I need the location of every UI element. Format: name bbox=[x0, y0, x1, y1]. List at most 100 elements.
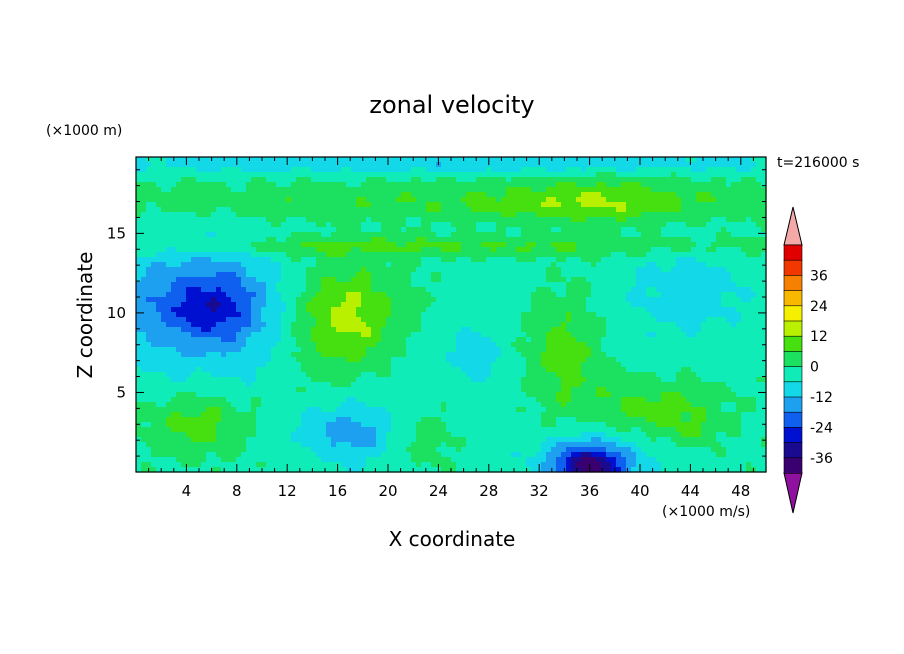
field-cell bbox=[606, 342, 612, 348]
field-cell bbox=[316, 297, 322, 303]
field-cell bbox=[321, 312, 327, 318]
field-cell bbox=[751, 167, 757, 173]
field-cell bbox=[231, 207, 237, 213]
field-cell bbox=[386, 207, 392, 213]
field-cell bbox=[601, 312, 607, 318]
field-cell bbox=[641, 252, 647, 258]
field-cell bbox=[546, 157, 552, 163]
field-cell bbox=[431, 237, 437, 243]
field-cell bbox=[231, 257, 237, 263]
field-cell bbox=[416, 277, 422, 283]
field-cell bbox=[481, 317, 487, 323]
field-cell bbox=[751, 242, 757, 248]
field-cell bbox=[571, 157, 577, 163]
field-cell bbox=[501, 342, 507, 348]
field-cell bbox=[256, 207, 262, 213]
field-cell bbox=[176, 302, 182, 308]
field-cell bbox=[321, 252, 327, 258]
field-cell bbox=[171, 252, 177, 258]
field-cell bbox=[691, 197, 697, 203]
field-cell bbox=[426, 172, 432, 178]
field-cell bbox=[326, 242, 332, 248]
field-cell bbox=[306, 172, 312, 178]
field-cell bbox=[471, 187, 477, 193]
field-cell bbox=[306, 187, 312, 193]
field-cell bbox=[461, 317, 467, 323]
field-cell bbox=[641, 347, 647, 353]
field-cell bbox=[436, 192, 442, 198]
field-cell bbox=[161, 167, 167, 173]
field-cell bbox=[296, 292, 302, 298]
field-cell bbox=[406, 222, 412, 228]
field-cell bbox=[386, 177, 392, 183]
field-cell bbox=[536, 197, 542, 203]
field-cell bbox=[276, 207, 282, 213]
field-cell bbox=[211, 227, 217, 233]
field-cell bbox=[526, 297, 532, 303]
field-cell bbox=[436, 267, 442, 273]
field-cell bbox=[391, 272, 397, 278]
field-cell bbox=[526, 292, 532, 298]
field-cell bbox=[481, 302, 487, 308]
field-cell bbox=[341, 322, 347, 328]
field-cell bbox=[301, 167, 307, 173]
field-cell bbox=[351, 162, 357, 168]
field-cell bbox=[446, 192, 452, 198]
field-cell bbox=[736, 282, 742, 288]
field-cell bbox=[526, 252, 532, 258]
field-cell bbox=[531, 227, 537, 233]
field-cell bbox=[476, 242, 482, 248]
field-cell bbox=[611, 172, 617, 178]
field-cell bbox=[411, 297, 417, 303]
field-cell bbox=[431, 252, 437, 258]
field-cell bbox=[371, 317, 377, 323]
field-cell bbox=[421, 332, 427, 338]
field-cell bbox=[366, 317, 372, 323]
field-cell bbox=[481, 287, 487, 293]
field-cell bbox=[521, 172, 527, 178]
field-cell bbox=[581, 337, 587, 343]
field-cell bbox=[236, 252, 242, 258]
field-cell bbox=[226, 197, 232, 203]
field-cell bbox=[651, 227, 657, 233]
field-cell bbox=[626, 172, 632, 178]
field-cell bbox=[161, 337, 167, 343]
field-cell bbox=[306, 232, 312, 238]
field-cell bbox=[231, 187, 237, 193]
field-cell bbox=[716, 237, 722, 243]
field-cell bbox=[136, 312, 142, 318]
field-cell bbox=[366, 172, 372, 178]
field-cell bbox=[756, 252, 762, 258]
field-cell bbox=[516, 337, 522, 343]
field-cell bbox=[631, 277, 637, 283]
field-cell bbox=[386, 252, 392, 258]
field-cell bbox=[416, 257, 422, 263]
field-cell bbox=[566, 307, 572, 313]
field-cell bbox=[161, 267, 167, 273]
field-cell bbox=[741, 242, 747, 248]
field-cell bbox=[436, 212, 442, 218]
field-cell bbox=[376, 202, 382, 208]
field-cell bbox=[506, 347, 512, 353]
field-cell bbox=[471, 297, 477, 303]
field-cell bbox=[306, 352, 312, 358]
field-cell bbox=[751, 272, 757, 278]
field-cell bbox=[416, 222, 422, 228]
field-cell bbox=[551, 312, 557, 318]
field-cell bbox=[151, 267, 157, 273]
field-cell bbox=[211, 287, 217, 293]
field-cell bbox=[181, 322, 187, 328]
field-cell bbox=[241, 352, 247, 358]
field-cell bbox=[591, 222, 597, 228]
field-cell bbox=[461, 342, 467, 348]
field-cell bbox=[356, 167, 362, 173]
field-cell bbox=[361, 267, 367, 273]
field-cell bbox=[276, 282, 282, 288]
field-cell bbox=[711, 192, 717, 198]
field-cell bbox=[726, 312, 732, 318]
field-cell bbox=[221, 182, 227, 188]
field-cell bbox=[316, 312, 322, 318]
field-cell bbox=[696, 202, 702, 208]
field-cell bbox=[761, 212, 767, 218]
field-cell bbox=[416, 247, 422, 253]
